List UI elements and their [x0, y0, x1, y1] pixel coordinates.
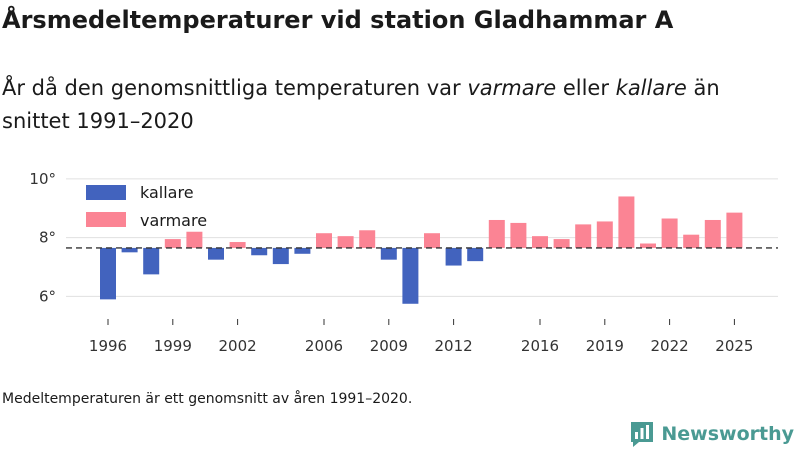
bar-2002	[229, 242, 246, 248]
bar-1998	[143, 247, 160, 275]
subtitle-part-2: eller	[556, 76, 616, 100]
bar-2025	[726, 212, 743, 248]
bars	[100, 196, 743, 304]
legend-warmer-swatch	[86, 212, 126, 227]
bar-2009	[380, 247, 397, 260]
bar-2015	[510, 222, 527, 248]
bar-2019	[596, 221, 613, 248]
x-tick-label: 2006	[305, 337, 343, 355]
bar-2005	[294, 247, 311, 254]
y-tick-label: 8°	[39, 229, 56, 247]
bar-2011	[424, 233, 440, 248]
bar-2022	[661, 218, 678, 248]
bar-chart-logo-icon	[631, 422, 654, 447]
x-axis-ticks: 1996 1999 2002 2006 2009 2012 2016 2019 2022 2025	[89, 319, 753, 355]
x-tick-label: 2022	[651, 337, 689, 355]
brand-logo: Newsworthy	[629, 420, 794, 448]
bar-2024	[704, 219, 721, 248]
legend-colder-swatch	[86, 185, 126, 200]
bar-2008	[359, 230, 376, 248]
subtitle-part-3: än snittet 1991–2020	[2, 76, 720, 133]
legend-warmer-label: varmare	[140, 211, 207, 230]
x-tick-label: 1999	[154, 337, 192, 355]
bar-2001	[208, 247, 224, 260]
bar-2006	[316, 233, 332, 248]
bar-2010	[402, 247, 419, 304]
x-tick-label: 1996	[89, 337, 127, 355]
x-tick-label: 2002	[219, 337, 257, 355]
bar-2004	[272, 247, 289, 265]
subtitle-part-1: År då den genomsnittliga temperaturen va…	[2, 76, 468, 100]
x-tick-label: 2025	[715, 337, 753, 355]
temperature-bar-chart: 6° 8° 10° 1996 1999 2002 2006 2009 2012 2016 2019…	[29, 170, 778, 355]
gridlines	[66, 178, 778, 297]
bar-2000	[186, 231, 203, 248]
brand-name: Newsworthy	[661, 423, 794, 445]
bar-2017	[553, 239, 570, 248]
bar-2020	[618, 196, 635, 248]
y-tick-label: 10°	[29, 170, 56, 188]
x-tick-label: 2009	[370, 337, 408, 355]
bar-2021	[640, 243, 656, 248]
chart-subtitle: År då den genomsnittliga temperaturen va…	[2, 72, 792, 138]
y-tick-label: 6°	[39, 287, 56, 305]
x-tick-label: 2019	[586, 337, 624, 355]
bar-1999	[164, 239, 181, 248]
bar-2016	[532, 236, 548, 248]
x-tick-label: 2016	[521, 337, 559, 355]
chart-title: Årsmedeltemperaturer vid station Gladham…	[2, 6, 674, 34]
legend-colder-label: kallare	[140, 183, 194, 202]
bar-2014	[488, 219, 505, 248]
subtitle-warm-word: varmare	[467, 76, 557, 100]
y-axis-ticks: 6° 8° 10°	[29, 170, 56, 305]
bar-2012	[445, 247, 462, 266]
bar-2013	[467, 247, 484, 262]
legend: kallare varmare	[86, 183, 207, 230]
x-tick-label: 2012	[435, 337, 473, 355]
footnote: Medeltemperaturen är ett genomsnitt av å…	[2, 391, 413, 407]
bar-1997	[121, 247, 138, 253]
bar-1996	[100, 247, 116, 300]
bar-2007	[337, 236, 354, 248]
bar-2023	[683, 234, 700, 248]
subtitle-cold-word: kallare	[615, 76, 687, 100]
bar-2003	[251, 247, 268, 256]
bar-2018	[575, 224, 592, 248]
